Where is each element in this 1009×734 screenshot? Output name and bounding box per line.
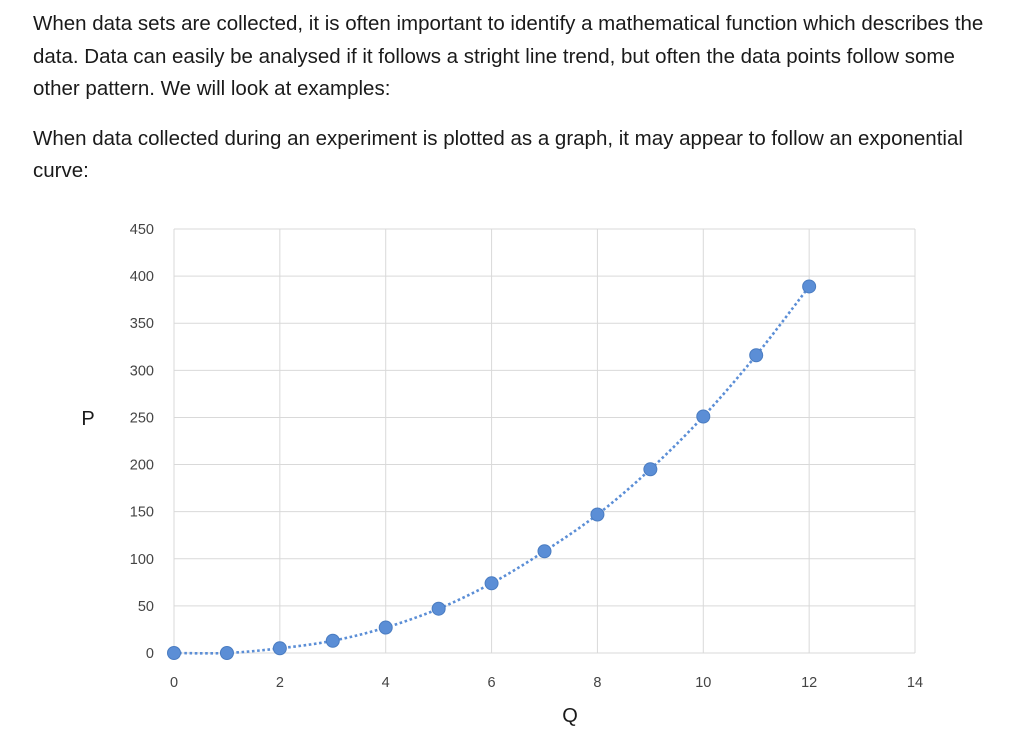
- grid-lines: [173, 228, 916, 654]
- y-tick-label: 300: [130, 363, 154, 379]
- x-tick-label: 14: [907, 675, 923, 691]
- y-tick-labels: 0 50 100 150 200 250 300 350 400 450: [130, 222, 154, 662]
- data-point: [749, 348, 764, 363]
- y-tick-label: 150: [130, 505, 154, 521]
- y-tick-label: 250: [130, 410, 154, 426]
- y-tick-label: 50: [138, 599, 154, 615]
- x-tick-label: 10: [695, 675, 711, 691]
- x-tick-label: 12: [801, 675, 817, 691]
- x-tick-label: 8: [593, 675, 601, 691]
- y-tick-label: 200: [130, 458, 154, 474]
- data-point: [590, 507, 605, 522]
- y-axis-label: P: [81, 408, 94, 430]
- data-point: [167, 646, 181, 660]
- data-point: [802, 279, 817, 294]
- data-point: [537, 544, 552, 559]
- x-tick-labels: 0 2 4 6 8 10 12 14: [170, 675, 923, 691]
- paragraph-1: When data sets are collected, it is ofte…: [33, 12, 984, 100]
- x-tick-label: 0: [170, 675, 178, 691]
- data-point: [378, 620, 393, 635]
- data-point: [272, 641, 287, 656]
- y-tick-label: 100: [130, 552, 154, 568]
- data-point: [431, 601, 446, 616]
- y-tick-label: 350: [130, 316, 154, 332]
- intro-text: When data sets are collected, it is ofte…: [33, 8, 993, 205]
- data-point: [219, 646, 234, 660]
- x-axis-label: Q: [562, 705, 578, 727]
- y-tick-label: 400: [130, 269, 154, 285]
- data-point: [643, 462, 658, 477]
- data-points: [167, 279, 817, 660]
- x-tick-label: 6: [488, 675, 496, 691]
- data-point: [325, 633, 340, 648]
- x-tick-label: 2: [276, 675, 284, 691]
- data-point: [696, 409, 711, 424]
- paragraph-2: When data collected during an experiment…: [33, 126, 963, 183]
- x-tick-label: 4: [382, 675, 390, 691]
- y-tick-label: 450: [130, 222, 154, 238]
- data-point: [484, 576, 499, 591]
- y-tick-label: 0: [146, 646, 154, 662]
